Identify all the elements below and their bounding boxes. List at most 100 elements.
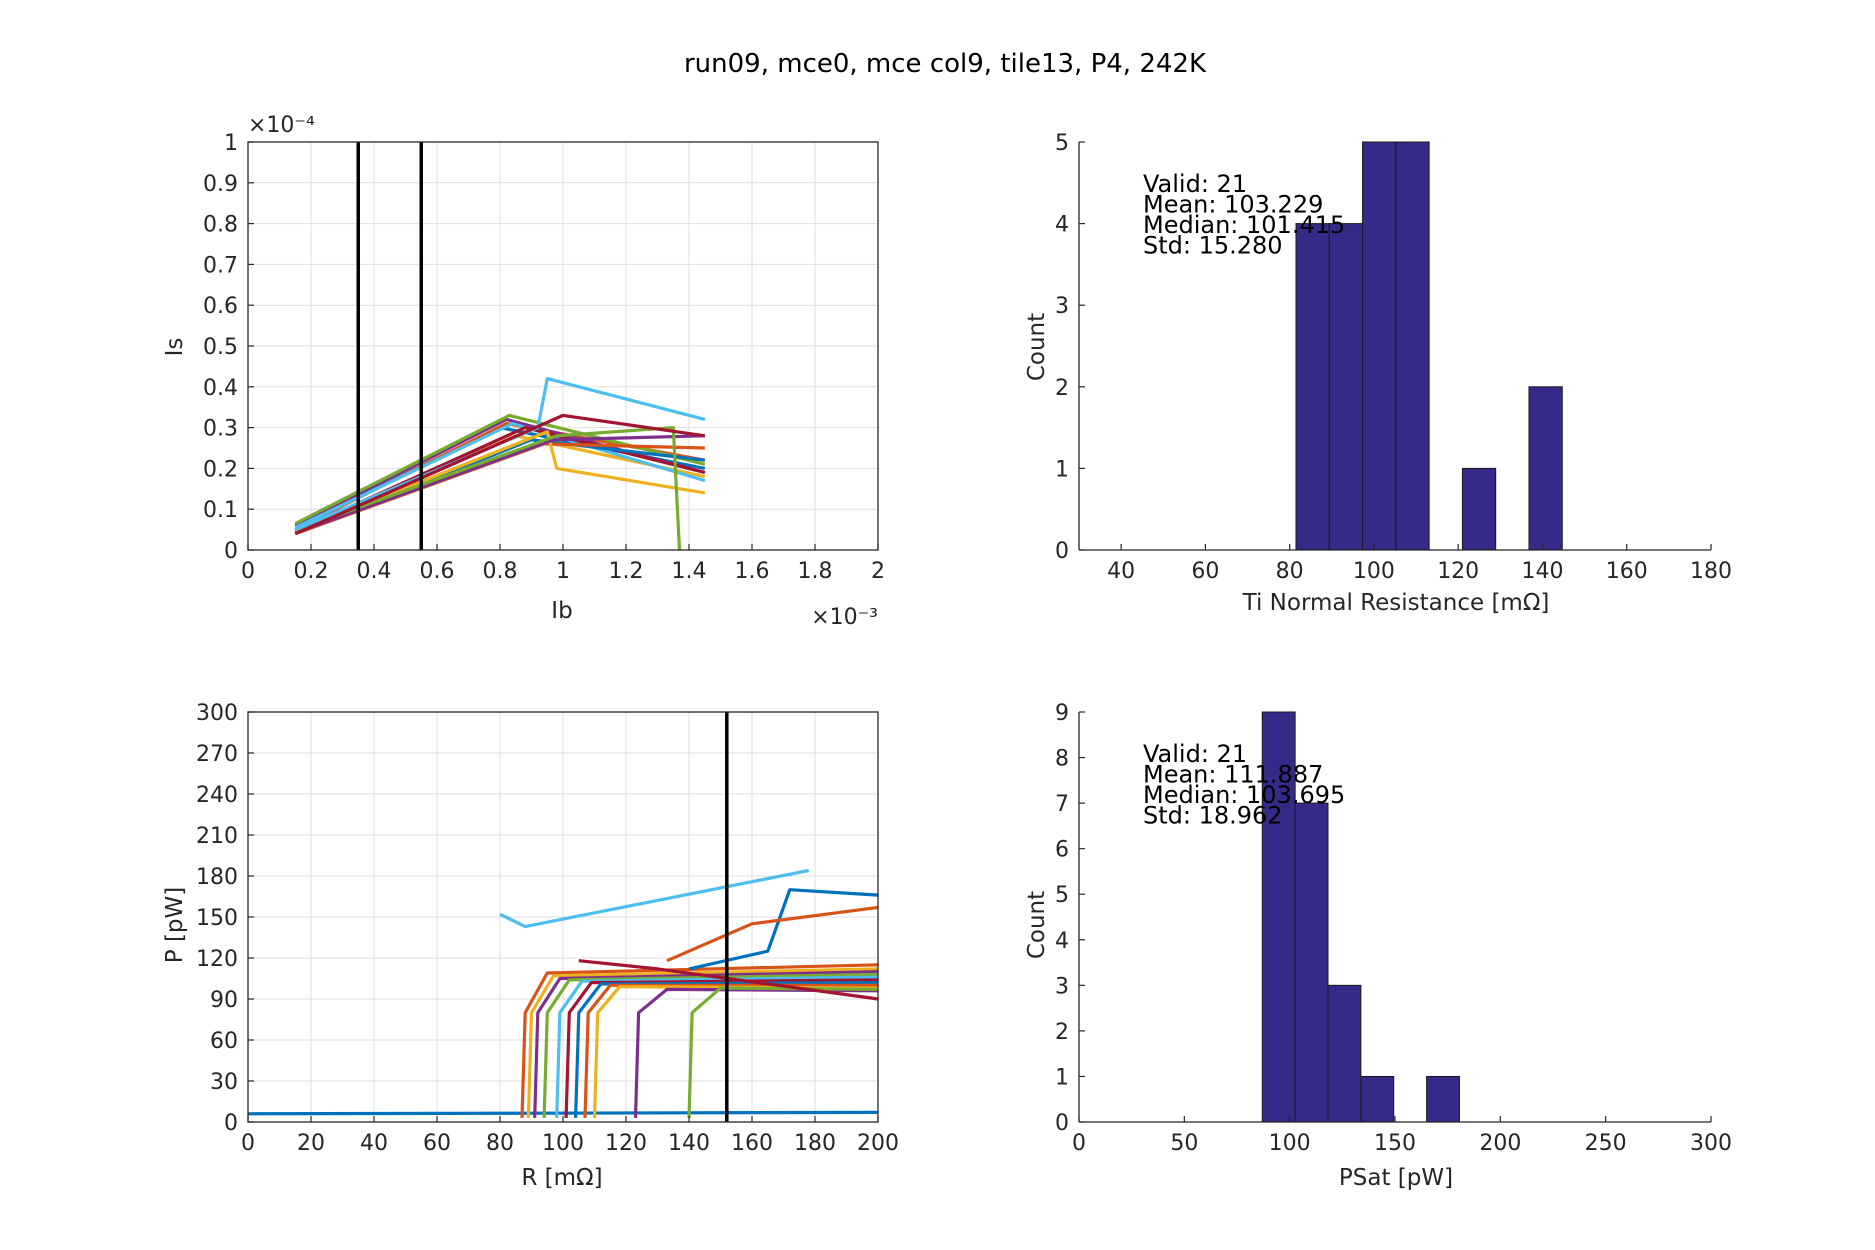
pr-series-line — [583, 983, 878, 1118]
pr-xtick-label: 40 — [360, 1131, 388, 1156]
rn-hist-bar — [1295, 223, 1330, 551]
pr-xtick-label: 0 — [241, 1131, 255, 1156]
pr-series-line — [533, 970, 879, 1118]
psat-hist-xtick-label: 0 — [1072, 1131, 1086, 1156]
rn-hist-stat-line: Median: 101.415 — [1143, 211, 1345, 239]
iv-ylabel: Is — [162, 338, 188, 357]
rn-hist-xtick-label: 140 — [1521, 559, 1563, 584]
iv-axes: 0 0.2 0.4 0.6 0.8 1 1.2 1.4 1.6 1.8 2 0 0.1 0.2 0.3 0.4… — [162, 113, 885, 630]
psat-hist-xtick-label: 300 — [1690, 1131, 1732, 1156]
rn-hist-bar — [1328, 223, 1364, 551]
pr-series-line — [666, 905, 879, 963]
pr-ytick-label: 180 — [196, 865, 238, 890]
psat-hist-plot-area — [1079, 712, 1711, 1122]
psat-hist-ytick-label: 5 — [1055, 883, 1069, 908]
iv-xtick-label: 0.8 — [483, 559, 518, 584]
pr-xtick-label: 60 — [423, 1131, 451, 1156]
iv-grid — [248, 142, 878, 550]
iv-ytick-label: 0.8 — [203, 213, 238, 238]
pr-xtick-label: 160 — [731, 1131, 773, 1156]
iv-xtick-label: 2 — [871, 559, 885, 584]
rn-hist-bars — [1295, 141, 1563, 551]
psat-hist-xtick-label: 100 — [1269, 1131, 1311, 1156]
psat-hist-axes: 0 50 100 150 200 250 300 0 1 2 3 4 5 6 7 8 9 PSat [pW] C… — [1024, 701, 1732, 1191]
iv-xtick-label: 0.2 — [294, 559, 329, 584]
psat-hist-stat-line: Std: 18.962 — [1143, 802, 1283, 830]
iv-ytick-label: 1 — [224, 131, 238, 156]
rn-hist-bar — [1362, 141, 1397, 551]
pr-xtick-label: 120 — [605, 1131, 647, 1156]
psat-hist-bar — [1327, 984, 1362, 1123]
rn-hist-xlabel: Ti Normal Resistance [mΩ] — [1242, 590, 1550, 616]
iv-y-exponent: ×10⁻⁴ — [248, 113, 315, 138]
iv-xlabel: Ib — [551, 598, 572, 624]
rn-hist-stat-line: Mean: 103.229 — [1143, 191, 1323, 219]
psat-hist-ytick-label: 7 — [1055, 792, 1069, 817]
iv-series-line — [294, 421, 706, 530]
iv-xtick-label: 0 — [241, 559, 255, 584]
pr-xtick-label: 200 — [857, 1131, 899, 1156]
psat-hist-bar — [1360, 1075, 1395, 1123]
psat-hist-xlabel: PSat [pW] — [1339, 1165, 1453, 1191]
psat-hist-xtick-label: 250 — [1585, 1131, 1627, 1156]
iv-ytick-label: 0.7 — [203, 253, 238, 278]
rn-hist-ylabel: Count — [1024, 313, 1050, 381]
rn-hist-ticks: 40 60 80 100 120 140 160 180 0 1 2 3 4 5 — [1055, 131, 1732, 584]
rn-hist-xtick-label: 160 — [1606, 559, 1648, 584]
rn-hist-bar — [1395, 141, 1430, 551]
psat-hist-bar — [1426, 1075, 1460, 1123]
pr-ytick-label: 30 — [210, 1070, 238, 1095]
iv-ytick-label: 0.2 — [203, 457, 238, 482]
pr-lines — [247, 712, 879, 1122]
pr-ytick-label: 240 — [196, 783, 238, 808]
psat-hist-ytick-label: 6 — [1055, 838, 1069, 863]
iv-xtick-label: 1 — [556, 559, 570, 584]
pr-xtick-label: 180 — [794, 1131, 836, 1156]
pr-ytick-label: 120 — [196, 947, 238, 972]
iv-ytick-label: 0.9 — [203, 172, 238, 197]
rn-hist-stat-line: Std: 15.280 — [1143, 232, 1283, 260]
psat-hist-ytick-label: 3 — [1055, 974, 1069, 999]
rn-hist-xtick-label: 80 — [1276, 559, 1304, 584]
pr-series-line — [247, 1110, 879, 1116]
rn-hist-xtick-label: 40 — [1107, 559, 1135, 584]
rn-hist-ytick-label: 3 — [1055, 294, 1069, 319]
iv-series-line — [294, 413, 706, 536]
pr-series-line — [520, 963, 879, 1118]
psat-hist-bars — [1261, 711, 1460, 1123]
psat-hist-ticks: 0 50 100 150 200 250 300 0 1 2 3 4 5 6 7 8 9 — [1055, 701, 1732, 1156]
iv-ytick-label: 0.3 — [203, 417, 238, 442]
iv-xtick-label: 0.4 — [357, 559, 392, 584]
iv-x-exponent: ×10⁻³ — [811, 605, 878, 630]
pr-xtick-label: 20 — [297, 1131, 325, 1156]
iv-ytick-label: 0.6 — [203, 294, 238, 319]
pr-xtick-label: 100 — [542, 1131, 584, 1156]
iv-ytick-label: 0.4 — [203, 376, 238, 401]
rn-hist-xtick-label: 60 — [1191, 559, 1219, 584]
rn-hist-xtick-label: 180 — [1690, 559, 1732, 584]
rn-hist-ytick-label: 2 — [1055, 376, 1069, 401]
pr-ytick-label: 300 — [196, 701, 238, 726]
rn-hist-axes: 40 60 80 100 120 140 160 180 0 1 2 3 4 5 Ti Normal Re… — [1024, 131, 1732, 616]
iv-xtick-label: 1.8 — [798, 559, 833, 584]
pr-xtick-label: 80 — [486, 1131, 514, 1156]
psat-hist-stat-line: Median: 103.695 — [1143, 781, 1345, 809]
rn-hist-ytick-label: 4 — [1055, 213, 1069, 238]
pr-series-line — [578, 959, 879, 1001]
pr-axes: 0 20 40 60 80 100 120 140 160 180 200 0 30 60 90 120 150… — [162, 701, 899, 1191]
psat-hist-ytick-label: 8 — [1055, 747, 1069, 772]
iv-lines — [294, 142, 706, 551]
pr-ytick-label: 60 — [210, 1029, 238, 1054]
pr-ytick-label: 0 — [224, 1111, 238, 1136]
psat-hist-stat-line: Mean: 111.887 — [1143, 761, 1323, 789]
rn-hist-frame — [1078, 142, 1711, 551]
psat-hist-ytick-label: 0 — [1055, 1111, 1069, 1136]
rn-hist-ytick-label: 1 — [1055, 457, 1069, 482]
psat-hist-grid — [1079, 712, 1711, 1122]
pr-ylabel: P [pW] — [162, 887, 188, 963]
iv-ytick-label: 0.5 — [203, 335, 238, 360]
iv-xtick-label: 0.6 — [420, 559, 455, 584]
iv-series-line — [294, 426, 682, 551]
